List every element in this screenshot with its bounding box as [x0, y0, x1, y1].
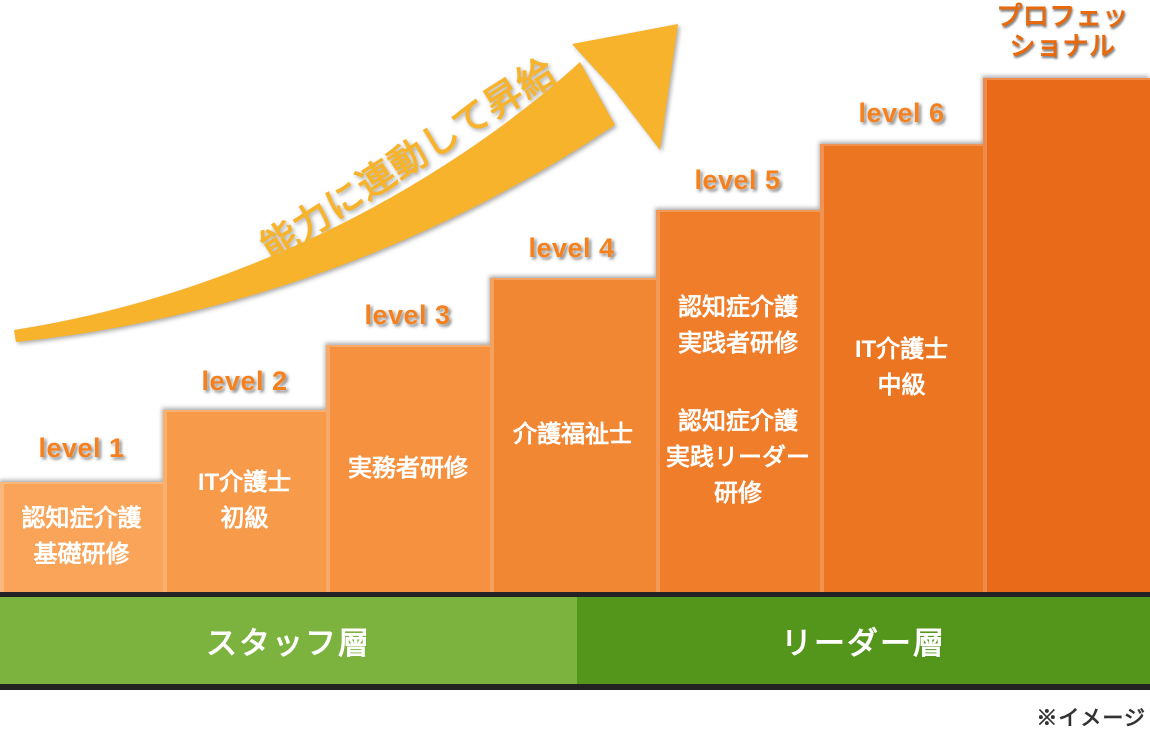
level-5-label: level 5 — [694, 165, 781, 195]
level-3-label: level 3 — [364, 300, 451, 330]
professional-label: プロフェッ ショナル — [996, 1, 1129, 61]
level-2-label: level 2 — [201, 366, 288, 396]
step-2-certification: IT介護士 初級 — [197, 469, 292, 532]
step-6-certification: IT介護士 中級 — [854, 336, 949, 399]
step-level-4: 介護福祉士 — [490, 278, 656, 592]
level-6-label: level 6 — [858, 98, 945, 128]
level-1-label: level 1 — [38, 433, 125, 463]
footnote: ※イメージ — [1036, 707, 1146, 730]
level-4-label: level 4 — [528, 233, 615, 263]
step-professional — [983, 78, 1150, 592]
tier-leader: リーダー層 — [577, 597, 1150, 684]
growth-arrow-head — [572, 24, 678, 150]
step-3-certification: 実務者研修 — [348, 454, 468, 482]
tier-leader-label: リーダー層 — [781, 626, 946, 661]
step-1-certification: 認知症介護 基礎研修 — [21, 505, 142, 568]
step-level-2: IT介護士 初級 — [163, 410, 326, 592]
step-level-6: IT介護士 中級 — [820, 144, 983, 592]
tier-staff-label: スタッフ層 — [206, 626, 371, 661]
step-level-1: 認知症介護 基礎研修 — [0, 482, 163, 592]
step-level-5: 認知症介護 実践者研修 認知症介護 実践リーダー 研修 — [656, 210, 820, 592]
tier-band: スタッフ層 リーダー層 — [0, 592, 1150, 690]
step-5-certification-2: 認知症介護 実践リーダー 研修 — [666, 408, 810, 507]
growth-arrow-body — [14, 62, 615, 342]
step-5-certification-1: 認知症介護 実践者研修 — [678, 294, 798, 357]
step-level-3: 実務者研修 — [326, 345, 490, 592]
step-4-certification: 介護福祉士 — [513, 421, 633, 448]
tier-staff: スタッフ層 — [0, 597, 577, 684]
